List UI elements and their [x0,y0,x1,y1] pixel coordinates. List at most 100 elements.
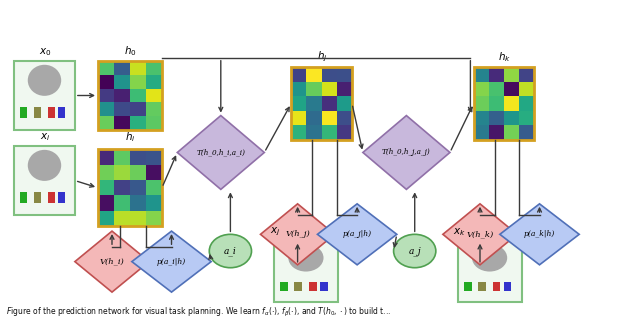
Bar [322,82,337,96]
Bar [294,282,302,291]
Bar [130,180,146,195]
Ellipse shape [209,234,252,268]
Bar [337,82,352,96]
Bar [309,282,317,291]
Bar [291,67,307,82]
Bar [20,192,28,203]
Bar [478,282,486,291]
Text: p(a_k|h): p(a_k|h) [524,230,556,238]
Bar [98,75,114,89]
Bar [20,107,28,117]
Bar [146,89,162,102]
Bar [14,146,75,215]
Bar [307,125,322,140]
Bar [307,82,322,96]
Bar [337,67,352,82]
Polygon shape [260,204,335,265]
Bar [114,195,130,211]
Bar [464,282,472,291]
Bar [307,111,322,125]
Text: $x_i$: $x_i$ [40,131,50,143]
Bar [322,111,337,125]
Bar [504,96,519,111]
Bar [98,102,114,116]
Bar [114,116,130,130]
Bar [489,82,504,96]
Bar [130,89,146,102]
Bar [98,61,162,130]
Bar [146,61,162,75]
Bar [504,125,519,140]
Bar [130,195,146,211]
Bar [291,82,307,96]
Text: a_j: a_j [408,246,421,256]
Bar [130,165,146,180]
Bar [519,67,534,82]
Bar [489,96,504,111]
Bar [322,96,337,111]
Polygon shape [75,231,149,292]
Text: $\mathit{F}$igure of the prediction network for visual task planning. We learn $: $\mathit{F}$igure of the prediction netw… [6,306,392,319]
Bar [489,125,504,140]
Bar [98,61,114,75]
Bar [322,67,337,82]
Ellipse shape [472,244,508,272]
Bar [114,89,130,102]
Text: $x_k$: $x_k$ [453,226,466,238]
Bar [146,195,162,211]
Text: p(a_j|h): p(a_j|h) [342,230,372,238]
Text: a_i: a_i [224,246,237,256]
Bar [474,67,489,82]
Bar [114,75,130,89]
Bar [130,61,146,75]
Bar [504,282,511,291]
Bar [493,282,500,291]
Bar [504,111,519,125]
Polygon shape [132,231,211,292]
Bar [489,67,504,82]
Bar [504,67,519,82]
Text: T(h_0,h_j,a_j): T(h_0,h_j,a_j) [382,149,431,156]
Text: $h_i$: $h_i$ [125,131,135,144]
Bar [114,61,130,75]
Bar [320,282,328,291]
Bar [98,165,114,180]
Bar [114,180,130,195]
Bar [114,165,130,180]
Polygon shape [443,204,517,265]
Bar [98,149,162,226]
Bar [307,96,322,111]
Bar [519,125,534,140]
Bar [291,67,352,140]
Bar [98,211,114,226]
Text: $h_j$: $h_j$ [317,49,327,64]
Bar [519,82,534,96]
Ellipse shape [394,234,436,268]
Bar [47,192,55,203]
Bar [291,96,307,111]
Polygon shape [177,116,264,189]
Bar [146,165,162,180]
Bar [474,82,489,96]
Bar [519,96,534,111]
Text: $x_j$: $x_j$ [270,225,280,238]
Bar [504,82,519,96]
Polygon shape [317,204,397,265]
Bar [33,192,41,203]
Bar [47,107,55,117]
Bar [130,211,146,226]
Bar [114,102,130,116]
Text: $x_0$: $x_0$ [38,46,51,58]
Bar [274,241,338,302]
Ellipse shape [28,150,61,181]
Bar [98,116,114,130]
Ellipse shape [28,65,61,96]
Text: $h_k$: $h_k$ [498,50,511,64]
Bar [98,195,114,211]
Bar [146,180,162,195]
Bar [98,180,114,195]
Bar [146,149,162,165]
Text: $h_0$: $h_0$ [124,44,136,58]
Ellipse shape [288,244,323,272]
Text: T(h_0,h_i,a_i): T(h_0,h_i,a_i) [196,149,245,156]
